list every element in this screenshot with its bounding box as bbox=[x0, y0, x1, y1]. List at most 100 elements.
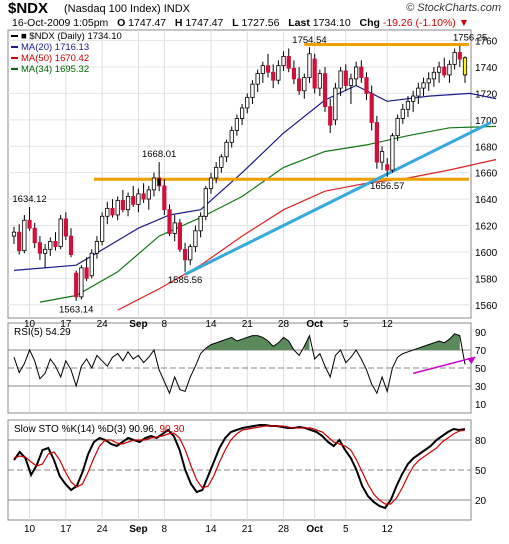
price-x-tick-label: 8 bbox=[162, 319, 168, 330]
index-name-text: (Nasdaq 100 Index) bbox=[64, 3, 161, 15]
candle bbox=[74, 270, 79, 301]
candle-body bbox=[203, 188, 208, 217]
candle-body bbox=[193, 230, 198, 248]
candle-body bbox=[234, 118, 240, 131]
chg-label: Chg bbox=[359, 17, 380, 29]
sto-d-line bbox=[13, 425, 466, 505]
candle bbox=[442, 57, 447, 78]
candle-body bbox=[385, 164, 390, 171]
candle-body bbox=[395, 118, 400, 137]
candle-body bbox=[328, 106, 333, 126]
candle bbox=[343, 64, 348, 91]
rsi-panel-frame bbox=[7, 322, 472, 414]
sto-x-tick-label: 12 bbox=[382, 524, 394, 535]
candle bbox=[157, 162, 162, 192]
candle-body bbox=[400, 108, 405, 119]
candle bbox=[354, 61, 359, 86]
symbol-title: $NDX bbox=[8, 0, 49, 17]
candle-body bbox=[53, 240, 58, 248]
ma20-line bbox=[13, 84, 497, 271]
price-x-tick-label: 24 bbox=[97, 319, 109, 330]
candle bbox=[84, 257, 89, 282]
candle bbox=[53, 232, 58, 251]
candle bbox=[94, 236, 100, 259]
candle bbox=[224, 139, 229, 163]
candle bbox=[374, 115, 379, 169]
candle bbox=[58, 214, 63, 250]
candle-body bbox=[188, 246, 193, 261]
candle-body bbox=[379, 151, 385, 163]
candle-body bbox=[100, 215, 105, 242]
price-x-tick-label: 12 bbox=[382, 319, 394, 330]
legend-label: MA(20) 1716.13 bbox=[21, 42, 89, 53]
candle bbox=[302, 73, 307, 99]
candle bbox=[229, 126, 234, 148]
candle bbox=[172, 214, 177, 242]
candle-body bbox=[322, 73, 328, 108]
sto-x-tick-label: 21 bbox=[242, 524, 254, 535]
candle bbox=[297, 66, 302, 95]
candle bbox=[322, 66, 328, 112]
candle-body bbox=[405, 100, 411, 110]
candle bbox=[250, 80, 255, 104]
rsi-label: RSI(5) 54.29 bbox=[14, 327, 71, 338]
candle-body bbox=[58, 218, 63, 248]
low-value: 1727.56 bbox=[241, 17, 280, 29]
price-x-tick-label: 21 bbox=[242, 319, 254, 330]
price-annotation: 1585.56 bbox=[168, 275, 202, 286]
candle bbox=[37, 236, 43, 260]
candle-body bbox=[374, 122, 379, 163]
rsi-y-tick-label: 30 bbox=[475, 382, 487, 393]
candle bbox=[411, 90, 416, 112]
candle-body bbox=[307, 53, 312, 78]
chg-down-arrow-icon: ▼ bbox=[458, 17, 470, 29]
candle-body bbox=[157, 177, 162, 187]
candle-body bbox=[79, 267, 84, 298]
candle bbox=[457, 45, 462, 67]
candle bbox=[379, 146, 385, 171]
price-y-tick-label: 1760 bbox=[475, 37, 498, 48]
rsi-y-tick-label: 50 bbox=[475, 364, 487, 375]
candle-body bbox=[136, 193, 141, 205]
rsi-y-tick-label: 70 bbox=[475, 346, 487, 357]
candle bbox=[426, 72, 431, 91]
sto-x-tick-label: 24 bbox=[97, 524, 109, 535]
candle bbox=[193, 225, 198, 252]
candle-body bbox=[369, 93, 374, 123]
candle bbox=[400, 103, 405, 124]
price-y-tick-label: 1580 bbox=[475, 274, 498, 285]
candle-body bbox=[260, 65, 265, 74]
candle bbox=[281, 51, 286, 71]
candle-body bbox=[198, 215, 203, 232]
candle bbox=[291, 60, 297, 85]
high-label: H bbox=[174, 17, 183, 29]
candle-body bbox=[343, 70, 348, 86]
candle-body bbox=[125, 196, 131, 211]
legend-entry: MA(50) 1670.42 bbox=[11, 53, 89, 64]
last-value: 1734.10 bbox=[312, 17, 351, 29]
price-annotation: 1656.57 bbox=[370, 181, 404, 192]
candle bbox=[390, 133, 395, 173]
candle-body bbox=[364, 77, 369, 94]
candle-body bbox=[43, 248, 48, 254]
price-y-tick-label: 1740 bbox=[475, 63, 498, 74]
rsi-y-tick-label: 10 bbox=[475, 400, 487, 411]
index-name: (Nasdaq 100 Index) INDX bbox=[64, 3, 190, 15]
rsi-overbought-fill bbox=[205, 335, 294, 350]
candle bbox=[338, 66, 343, 97]
candle-body bbox=[421, 82, 426, 89]
candle bbox=[136, 188, 141, 213]
price-x-tick-label: 28 bbox=[278, 319, 290, 330]
price-annotation: 1756.25 bbox=[453, 33, 487, 44]
candle bbox=[260, 61, 265, 83]
candle-body bbox=[426, 78, 431, 84]
candle bbox=[27, 207, 32, 231]
price-annotation: 1563.14 bbox=[59, 305, 93, 316]
candle bbox=[32, 222, 37, 248]
chg-value: -19.26 (-1.10%) bbox=[382, 17, 456, 29]
candle-body bbox=[411, 95, 416, 102]
sto-d-value: 90.30 bbox=[159, 424, 184, 435]
candle bbox=[208, 172, 214, 194]
